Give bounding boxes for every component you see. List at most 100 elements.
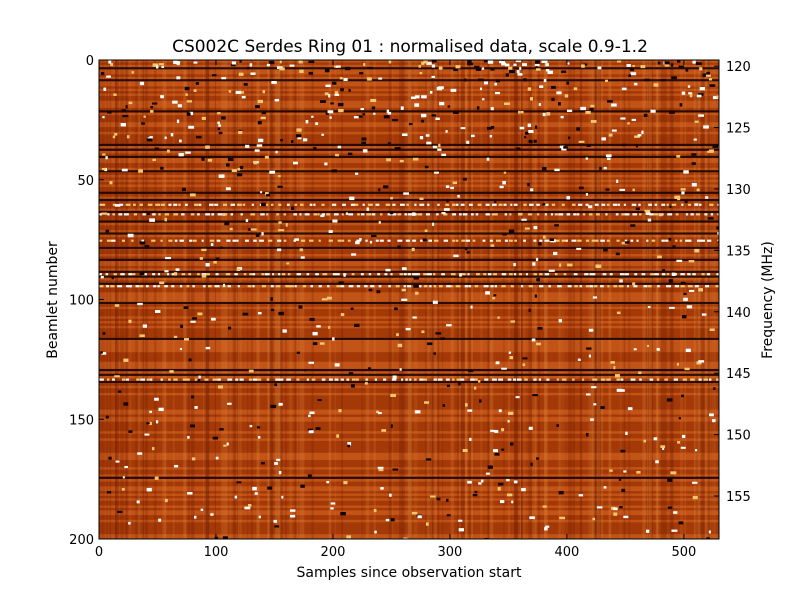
heatmap-outlier-cell — [401, 298, 408, 301]
heatmap-bright-cell — [681, 203, 684, 206]
heatmap-outlier-cell — [337, 102, 344, 107]
heatmap-column-streak — [408, 60, 412, 539]
heatmap-bright-cell — [538, 378, 542, 381]
heatmap-outlier-cell — [131, 71, 134, 74]
heatmap-outlier-cell — [175, 268, 180, 271]
heatmap-outlier-cell — [225, 187, 231, 191]
heatmap-row — [99, 309, 719, 312]
heatmap-bright-cell — [186, 285, 190, 288]
heatmap-outlier-cell — [547, 70, 553, 74]
heatmap-bright-cell — [152, 213, 156, 216]
heatmap-outlier-cell — [427, 342, 433, 346]
heatmap-outlier-cell — [334, 91, 339, 95]
heatmap-bright-cell — [661, 203, 666, 206]
heatmap-outlier-cell — [252, 486, 257, 491]
heatmap-outlier-cell — [434, 171, 439, 174]
heatmap-bright-cell — [523, 239, 526, 242]
heatmap-bright-cell — [395, 285, 400, 288]
heatmap-row — [99, 481, 719, 485]
heatmap-outlier-cell — [128, 522, 131, 525]
heatmap-bright-cell — [141, 239, 144, 242]
heatmap-outlier-cell — [536, 68, 541, 71]
heatmap-bright-cell — [656, 378, 660, 381]
heatmap-outlier-cell — [219, 246, 223, 249]
heatmap-outlier-cell — [390, 518, 395, 522]
heatmap-outlier-cell — [531, 338, 536, 342]
heatmap-row — [99, 127, 719, 130]
heatmap-outlier-cell — [425, 458, 432, 461]
heatmap-outlier-cell — [128, 101, 133, 105]
heatmap-outlier-cell — [316, 325, 321, 328]
heatmap-outlier-cell — [501, 448, 505, 451]
heatmap-outlier-cell — [597, 66, 602, 70]
heatmap-outlier-cell — [159, 281, 165, 285]
heatmap-outlier-cell — [517, 73, 523, 76]
heatmap-outlier-cell — [363, 63, 366, 66]
heatmap-outlier-cell — [576, 247, 582, 250]
heatmap-row — [99, 400, 719, 403]
heatmap-outlier-cell — [441, 212, 446, 215]
heatmap-bright-cell — [690, 213, 694, 216]
heatmap-outlier-cell — [501, 367, 507, 370]
heatmap-outlier-cell — [169, 370, 174, 373]
heatmap-bright-cell — [423, 273, 428, 276]
heatmap-outlier-cell — [280, 139, 284, 142]
heatmap-outlier-cell — [122, 476, 125, 479]
heatmap-outlier-cell — [114, 304, 120, 307]
heatmap-bright-cell — [244, 239, 249, 242]
heatmap-outlier-cell — [166, 149, 170, 153]
heatmap-outlier-cell — [712, 144, 718, 149]
heatmap-bright-cell — [194, 378, 200, 381]
heatmap-outlier-cell — [290, 514, 296, 518]
heatmap-outlier-cell — [250, 228, 257, 231]
heatmap-bright-cell — [483, 273, 487, 276]
heatmap-outlier-cell — [611, 103, 617, 107]
heatmap-outlier-cell — [494, 452, 500, 456]
heatmap-column-streak — [648, 60, 653, 539]
heatmap-row — [99, 486, 719, 490]
heatmap-bright-cell — [333, 213, 339, 216]
heatmap-row — [99, 474, 719, 478]
heatmap-bright-cell — [189, 239, 193, 242]
heatmap-bright-cell — [304, 213, 310, 216]
heatmap-outlier-cell — [558, 490, 564, 495]
heatmap-bright-cell — [317, 213, 320, 216]
heatmap-outlier-cell — [154, 397, 159, 401]
heatmap-outlier-cell — [688, 92, 693, 95]
heatmap-row — [99, 299, 719, 303]
heatmap-bright-cell — [365, 239, 368, 242]
heatmap-row — [99, 402, 719, 406]
heatmap-bright-cell — [321, 378, 326, 381]
heatmap-bright-cell — [556, 378, 559, 381]
heatmap-column-streak — [543, 60, 548, 539]
heatmap-bright-cell — [121, 239, 125, 242]
heatmap-bright-cell — [209, 203, 214, 206]
heatmap-bright-cell — [173, 378, 178, 381]
heatmap-row — [99, 366, 719, 370]
heatmap-outlier-cell — [577, 358, 581, 361]
heatmap-outlier-cell — [164, 136, 167, 140]
heatmap-outlier-cell — [236, 268, 241, 272]
heatmap-outlier-cell — [466, 251, 470, 254]
heatmap-outlier-cell — [258, 515, 261, 519]
heatmap-row — [99, 134, 719, 137]
heatmap-bright-cell — [661, 273, 666, 276]
heatmap-outlier-cell — [426, 62, 432, 65]
heatmap-outlier-cell — [504, 102, 511, 105]
heatmap-outlier-cell — [588, 354, 592, 358]
heatmap-bright-cell — [140, 378, 146, 381]
heatmap-column-streak — [294, 60, 297, 539]
heatmap-column-streak — [373, 60, 375, 539]
heatmap-outlier-cell — [535, 257, 539, 261]
heatmap-row — [99, 189, 719, 193]
heatmap-bright-cell — [407, 285, 412, 288]
heatmap-outlier-cell — [144, 433, 150, 436]
heatmap-bright-cell — [236, 239, 239, 242]
heatmap-row — [99, 177, 719, 181]
heatmap-outlier-cell — [699, 67, 703, 71]
heatmap-column-streak — [135, 60, 139, 539]
heatmap-outlier-cell — [542, 112, 546, 117]
heatmap-row — [99, 139, 719, 142]
heatmap-outlier-cell — [219, 428, 224, 431]
heatmap-bright-cell — [388, 285, 391, 288]
